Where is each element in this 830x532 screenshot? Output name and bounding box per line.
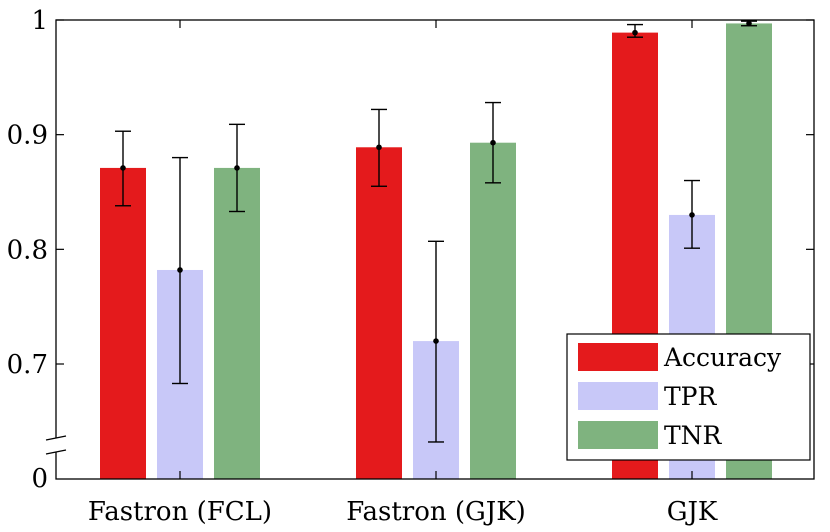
bar-accuracy-0 — [100, 167, 146, 480]
mean-dot — [177, 267, 183, 273]
error-bar-tnr-1 — [485, 101, 501, 184]
y-tick-1: 1 — [31, 6, 814, 36]
error-bar-tpr-2 — [684, 179, 700, 249]
error-bar-accuracy-1 — [371, 108, 387, 187]
y-tick-label: 0.7 — [7, 350, 48, 380]
y-tick-0.8: 0.8 — [7, 235, 814, 265]
mean-dot — [689, 212, 695, 218]
legend-label: TPR — [664, 382, 717, 411]
legend-label: Accuracy — [663, 343, 782, 372]
bar-tnr-1 — [470, 142, 516, 479]
error-bar-tpr-0 — [172, 156, 188, 385]
bar-accuracy-1 — [356, 147, 402, 479]
legend-entry-accuracy: Accuracy — [578, 343, 782, 372]
x-tick-labels-group: Fastron (FCL) Fastron (GJK) GJK — [88, 20, 718, 527]
x-tick-label-2: GJK — [667, 497, 718, 527]
error-bar-accuracy-2 — [627, 23, 643, 38]
error-bar-tpr-1 — [428, 240, 444, 443]
mean-dot — [234, 165, 240, 171]
error-bar-tnr-2 — [741, 20, 757, 27]
error-bar-tnr-0 — [229, 123, 245, 213]
y-axis-break — [45, 435, 67, 455]
y-tick-0.9: 0.9 — [7, 121, 814, 151]
y-tick-label: 0.9 — [7, 121, 48, 151]
legend-entry-tnr: TNR — [578, 421, 723, 450]
y-ticks-group: 0.7 0.8 0.9 1 0 — [7, 6, 814, 494]
legend-entry-tpr: TPR — [578, 382, 717, 411]
legend-swatch — [578, 421, 658, 449]
y-tick-label: 1 — [31, 6, 48, 36]
error-bars-group — [115, 20, 757, 443]
legend-label: TNR — [664, 421, 723, 450]
bar-tnr-0 — [214, 167, 260, 480]
y-tick-label: 0.8 — [7, 235, 48, 265]
legend-swatch — [578, 382, 658, 410]
mean-dot — [746, 20, 752, 27]
mean-dot — [376, 144, 382, 151]
mean-dot — [490, 139, 496, 146]
legend-swatch — [578, 343, 658, 371]
mean-dot — [433, 338, 439, 344]
mean-dot — [120, 165, 126, 171]
y-tick-label-zero: 0 — [31, 464, 48, 494]
y-tick-0.7: 0.7 — [7, 350, 814, 380]
mean-dot — [632, 29, 638, 36]
legend: Accuracy TPR TNR — [566, 333, 811, 461]
error-bar-accuracy-0 — [115, 130, 131, 207]
x-tick-label-0: Fastron (FCL) — [88, 497, 272, 527]
x-tick-label-1: Fastron (GJK) — [346, 497, 526, 527]
